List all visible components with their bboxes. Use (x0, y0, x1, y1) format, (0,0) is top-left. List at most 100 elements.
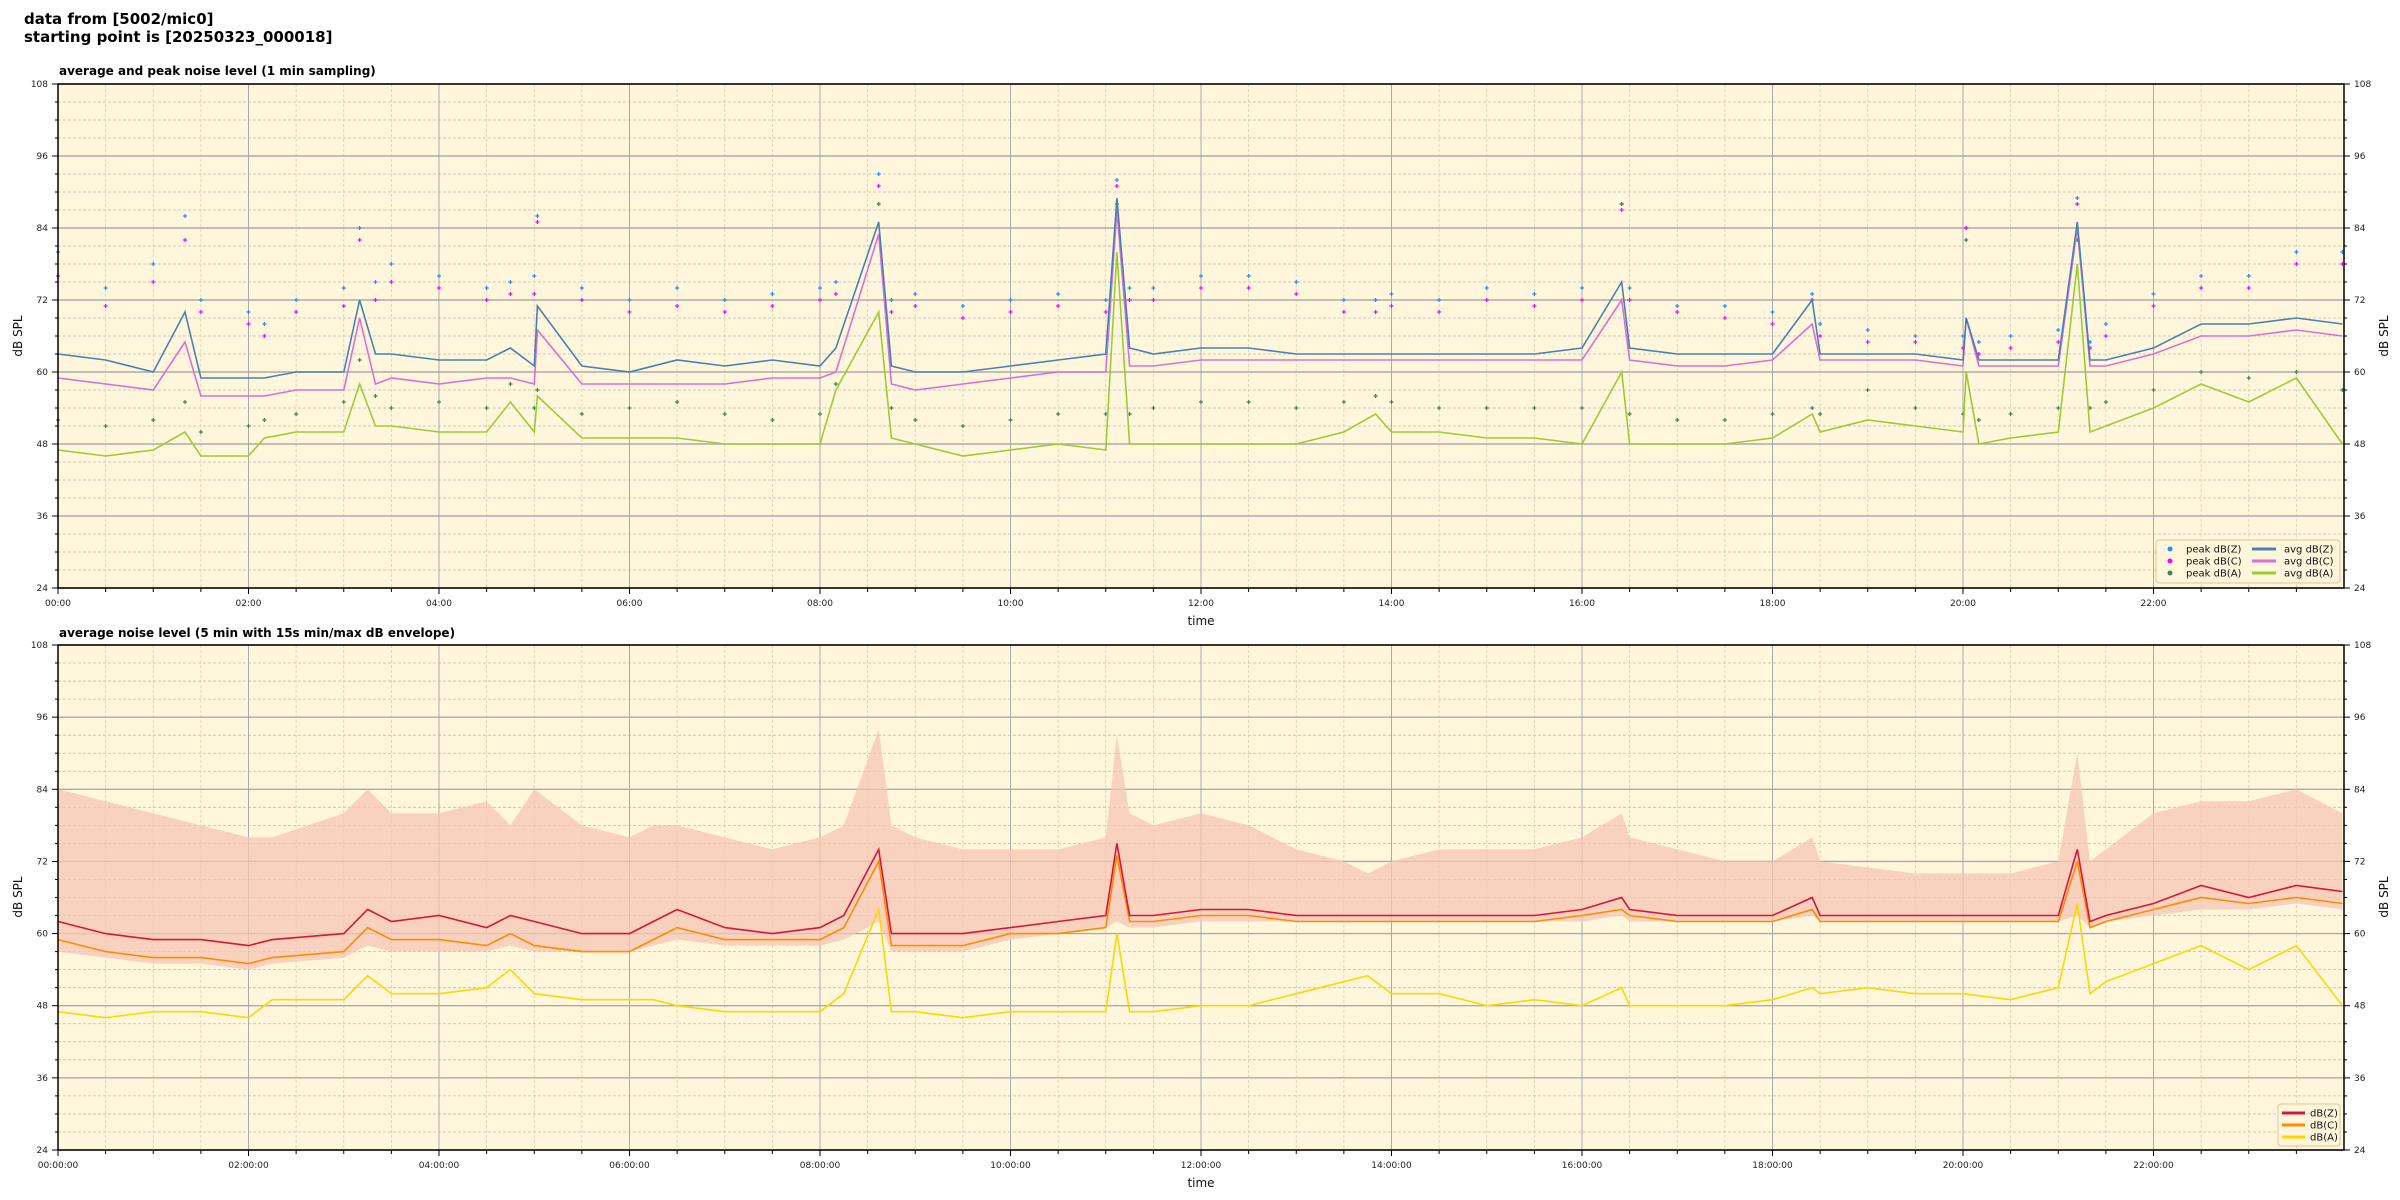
peak-point-peak-db-a- (1770, 412, 1775, 416)
peak-point-peak-db-a- (341, 400, 346, 404)
peak-point-peak-db-z- (2056, 328, 2061, 332)
peak-point-peak-db-z- (508, 280, 513, 284)
peak-point-peak-db-c- (1964, 226, 1969, 230)
peak-point-peak-db-a- (1199, 400, 1203, 404)
y-tick-label-left: 72 (37, 296, 48, 306)
legend-marker (2167, 558, 2173, 564)
peak-point-peak-db-c- (1199, 286, 1203, 290)
peak-point-peak-db-c- (1770, 322, 1775, 326)
x-tick-label: 08:00 (807, 599, 833, 609)
y-tick-label-left: 48 (37, 1002, 49, 1012)
peak-point-peak-db-c- (535, 220, 540, 224)
peak-point-peak-db-a- (913, 418, 918, 422)
peak-point-peak-db-c- (627, 310, 632, 314)
legend: peak dB(Z)peak dB(C)peak dB(A)avg dB(Z)a… (2155, 539, 2341, 584)
y-tick-label-right: 36 (2354, 1074, 2366, 1084)
x-tick-label: 00:00:00 (38, 1161, 79, 1171)
peak-point-peak-db-z- (1913, 334, 1918, 338)
peak-point-peak-db-z- (1770, 310, 1775, 314)
peak-point-peak-db-a- (103, 424, 108, 428)
x-tick-label: 14:00:00 (1371, 1161, 1412, 1171)
legend-label: dB(A) (2310, 1133, 2338, 1144)
peak-point-peak-db-a- (876, 202, 881, 206)
peak-point-peak-db-c- (1865, 340, 1870, 344)
peak-point-peak-db-a- (579, 412, 584, 416)
peak-point-peak-db-c- (1294, 292, 1299, 296)
peak-point-peak-db-z- (1627, 286, 1632, 290)
y-tick-label-left: 24 (37, 1146, 49, 1156)
peak-point-peak-db-z- (1818, 322, 1823, 326)
y-tick-label-left: 36 (37, 1074, 49, 1084)
peak-point-peak-db-z- (1865, 328, 1870, 332)
peak-point-peak-db-a- (2056, 406, 2061, 410)
peak-point-peak-db-c- (675, 304, 680, 308)
peak-point-peak-db-a- (1341, 400, 1346, 404)
peak-point-peak-db-z- (1389, 292, 1394, 296)
y-tick-label-left: 84 (37, 785, 49, 795)
peak-point-peak-db-c- (2246, 286, 2251, 290)
peak-point-peak-db-z- (833, 280, 838, 284)
figure-title-source: data from [5002/mic0] (24, 10, 214, 28)
x-tick-label: 04:00 (426, 599, 452, 609)
peak-point-peak-db-a- (2008, 412, 2013, 416)
y-tick-label-right: 48 (2354, 1002, 2366, 1012)
peak-point-peak-db-a- (1373, 394, 1378, 398)
x-tick-label: 16:00 (1569, 599, 1595, 609)
peak-point-peak-db-z- (2246, 274, 2251, 278)
peak-point-peak-db-a- (1532, 406, 1537, 410)
peak-point-peak-db-a- (1294, 406, 1299, 410)
peak-point-peak-db-z- (357, 226, 362, 230)
peak-point-peak-db-c- (294, 310, 299, 314)
plot2-xlabel: time (1187, 1176, 1214, 1190)
x-tick-label: 12:00 (1188, 599, 1214, 609)
peak-point-peak-db-z- (1976, 340, 1981, 344)
y-tick-label-right: 24 (2354, 584, 2366, 594)
y-tick-label-right: 96 (2354, 713, 2366, 723)
peak-point-peak-db-a- (2294, 370, 2299, 374)
peak-point-peak-db-a- (1437, 406, 1442, 410)
peak-point-peak-db-a- (508, 382, 513, 386)
y-tick-label-left: 48 (37, 440, 49, 450)
y-tick-label-left: 60 (37, 930, 49, 940)
peak-point-peak-db-a- (1580, 406, 1584, 410)
peak-point-peak-db-a- (1964, 238, 1969, 242)
y-tick-label-left: 108 (31, 80, 48, 90)
peak-point-peak-db-z- (2075, 196, 2080, 200)
y-tick-label-left: 96 (37, 713, 49, 723)
peak-point-peak-db-z- (579, 286, 584, 290)
plot2: 24 24 36 36 48 48 60 60 72 72 84 84 96 96 108 108 00:00:… (31, 641, 2372, 1171)
peak-point-peak-db-z- (294, 298, 299, 302)
peak-point-peak-db-c- (1114, 184, 1119, 188)
peak-point-peak-db-c- (198, 310, 203, 314)
peak-point-peak-db-z- (532, 274, 537, 278)
peak-point-peak-db-z- (722, 298, 727, 302)
legend-box (2155, 539, 2341, 584)
peak-point-peak-db-a- (1151, 406, 1156, 410)
plot2-title: average noise level (5 min with 15s min/… (59, 626, 455, 640)
peak-point-peak-db-z- (198, 298, 203, 302)
peak-point-peak-db-z- (1294, 280, 1299, 284)
peak-point-peak-db-c- (508, 292, 513, 296)
peak-point-peak-db-z- (341, 286, 346, 290)
legend-label: peak dB(Z) (2186, 545, 2242, 556)
peak-point-peak-db-c- (770, 304, 775, 308)
peak-point-peak-db-z- (103, 286, 108, 290)
series-line-db-a- (57, 903, 2344, 1019)
peak-point-peak-db-c- (1103, 310, 1108, 314)
peak-point-peak-db-c- (1341, 310, 1346, 314)
peak-point-peak-db-z- (183, 214, 187, 218)
series-line-db-z- (57, 843, 2343, 947)
peak-point-peak-db-c- (341, 304, 346, 308)
x-tick-label: 18:00 (1760, 599, 1786, 609)
plot1-ylabel-right: dB SPL (2377, 315, 2391, 357)
peak-point-peak-db-a- (675, 400, 680, 404)
peak-point-peak-db-a- (484, 406, 489, 410)
peak-point-peak-db-c- (357, 238, 362, 242)
peak-point-peak-db-a- (1865, 388, 1870, 392)
peak-point-peak-db-c- (1389, 304, 1394, 308)
y-tick-label-left: 72 (37, 857, 48, 867)
y-tick-label-left: 36 (37, 512, 49, 522)
x-tick-label: 22:00:00 (2133, 1161, 2174, 1171)
peak-point-peak-db-a- (627, 406, 632, 410)
x-tick-label: 00:00 (45, 599, 71, 609)
